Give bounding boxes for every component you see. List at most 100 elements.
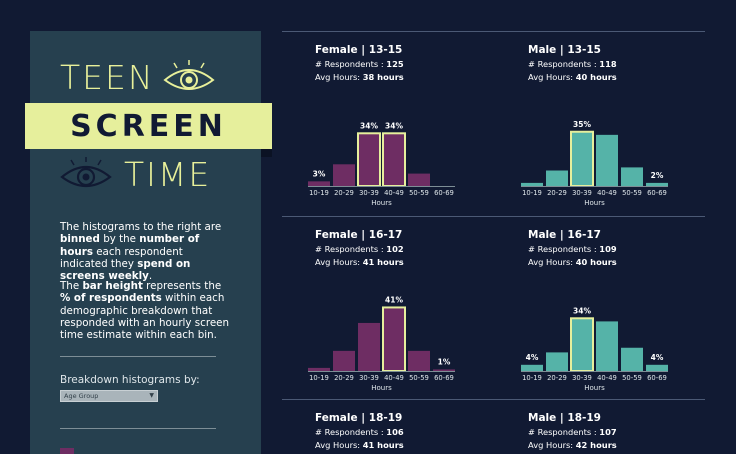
divider <box>60 428 216 429</box>
title-line-time: TIME <box>60 155 211 194</box>
eye-icon <box>60 156 112 187</box>
x-tick-label: 40-49 <box>384 189 404 197</box>
bar-50-59[interactable] <box>621 347 643 371</box>
avg-hours-line: Avg Hours: 40 hours <box>528 257 617 267</box>
x-tick-label: 40-49 <box>597 189 617 197</box>
x-tick-label: 10-19 <box>309 189 329 197</box>
bar-60-69[interactable] <box>646 364 668 371</box>
description-paragraph-1: The histograms to the right are binned b… <box>60 221 222 283</box>
bar-30-39[interactable] <box>570 317 594 372</box>
x-tick-label: 60-69 <box>434 189 454 197</box>
bar-50-59[interactable] <box>621 167 643 186</box>
x-tick-label: 60-69 <box>434 374 454 382</box>
bar-20-29[interactable] <box>546 352 568 371</box>
bar-value-label: 34% <box>573 306 591 315</box>
x-tick-label: 50-59 <box>622 189 642 197</box>
respondents-line: # Respondents : 118 <box>528 59 617 69</box>
x-tick-label: 30-39 <box>572 374 592 382</box>
x-axis-label: Hours <box>584 384 605 392</box>
x-tick-label: 20-29 <box>334 189 354 197</box>
bar-value-label: 2% <box>651 171 664 180</box>
breakdown-select[interactable]: Age Group ▼ <box>60 390 158 402</box>
panel-title: Male | 16-17 <box>528 229 601 241</box>
title-time-text: TIME <box>124 155 212 194</box>
bar-60-69[interactable] <box>646 182 668 186</box>
histogram-panel: Male | 18-19 # Respondents : 107 Avg Hours… <box>528 412 617 450</box>
panel-title: Female | 13-15 <box>315 44 403 56</box>
bar-30-39[interactable] <box>358 322 380 371</box>
bar-20-29[interactable] <box>546 170 568 187</box>
histogram-panel: Female | 13-15 # Respondents : 125 Avg Hou… <box>315 44 404 82</box>
x-tick-label: 30-39 <box>359 189 379 197</box>
x-tick-label: 50-59 <box>622 374 642 382</box>
bar-value-label: 4% <box>651 353 664 362</box>
bar-50-59[interactable] <box>408 350 430 371</box>
bar-value-label: 41% <box>385 295 403 304</box>
x-tick-label: 10-19 <box>522 189 542 197</box>
respondents-line: # Respondents : 109 <box>528 244 617 254</box>
x-tick-label: 50-59 <box>409 189 429 197</box>
panel-title: Male | 13-15 <box>528 44 601 56</box>
histogram-panel: Female | 18-19 # Respondents : 106 Avg Hou… <box>315 412 404 450</box>
separator <box>282 31 705 32</box>
bar-value-label: 34% <box>385 121 403 130</box>
bar-value-label: 3% <box>313 169 326 178</box>
panel-title: Male | 18-19 <box>528 412 601 424</box>
legend-swatch-female <box>60 448 74 454</box>
bar-value-label: 35% <box>573 120 591 129</box>
panel-title: Female | 18-19 <box>315 412 403 424</box>
bar-10-19[interactable] <box>308 367 330 371</box>
bar-20-29[interactable] <box>333 350 355 371</box>
breakdown-label: Breakdown histograms by: <box>60 374 200 386</box>
bar-40-49[interactable] <box>596 134 618 186</box>
x-tick-label: 20-29 <box>547 189 567 197</box>
avg-hours-line: Avg Hours: 40 hours <box>528 72 617 82</box>
x-tick-label: 40-49 <box>597 374 617 382</box>
title-line-teen: TEEN <box>60 58 215 97</box>
x-axis-label: Hours <box>371 199 392 207</box>
panel-title: Female | 16-17 <box>315 229 403 241</box>
x-tick-label: 30-39 <box>572 189 592 197</box>
sidebar <box>30 31 261 454</box>
bar-value-label: 1% <box>438 357 451 366</box>
bar-10-19[interactable] <box>521 364 543 371</box>
chevron-down-icon: ▼ <box>149 392 154 399</box>
bar-10-19[interactable] <box>308 181 330 186</box>
avg-hours-line: Avg Hours: 38 hours <box>315 72 404 82</box>
bar-value-label: 4% <box>526 353 539 362</box>
histogram-panel: Male | 16-17 # Respondents : 109 Avg Hours… <box>528 229 617 267</box>
x-tick-label: 60-69 <box>647 189 667 197</box>
separator <box>282 216 705 217</box>
histogram-panel: Female | 16-17 # Respondents : 102 Avg Hou… <box>315 229 404 267</box>
avg-hours-line: Avg Hours: 41 hours <box>315 257 404 267</box>
divider <box>60 356 216 357</box>
description-paragraph-2: The bar height represents the % of respo… <box>60 280 230 342</box>
title-banner: SCREEN <box>25 103 272 149</box>
bar-10-19[interactable] <box>521 182 543 186</box>
bar-value-label: 34% <box>360 121 378 130</box>
eye-icon <box>162 59 215 90</box>
avg-hours-line: Avg Hours: 41 hours <box>315 440 404 450</box>
bar-40-49[interactable] <box>596 321 618 371</box>
x-tick-label: 40-49 <box>384 374 404 382</box>
respondents-line: # Respondents : 106 <box>315 427 404 437</box>
x-tick-label: 20-29 <box>334 374 354 382</box>
respondents-line: # Respondents : 102 <box>315 244 404 254</box>
x-axis-label: Hours <box>371 384 392 392</box>
x-tick-label: 50-59 <box>409 374 429 382</box>
separator <box>282 399 705 400</box>
avg-hours-line: Avg Hours: 42 hours <box>528 440 617 450</box>
histogram-panel: Male | 13-15 # Respondents : 118 Avg Hours… <box>528 44 617 82</box>
x-tick-label: 10-19 <box>522 374 542 382</box>
x-tick-label: 60-69 <box>647 374 667 382</box>
bar-50-59[interactable] <box>408 173 430 186</box>
x-axis-label: Hours <box>584 199 605 207</box>
x-tick-label: 20-29 <box>547 374 567 382</box>
respondents-line: # Respondents : 107 <box>528 427 617 437</box>
bar-20-29[interactable] <box>333 164 355 186</box>
x-tick-label: 30-39 <box>359 374 379 382</box>
bar-60-69[interactable] <box>433 369 455 371</box>
